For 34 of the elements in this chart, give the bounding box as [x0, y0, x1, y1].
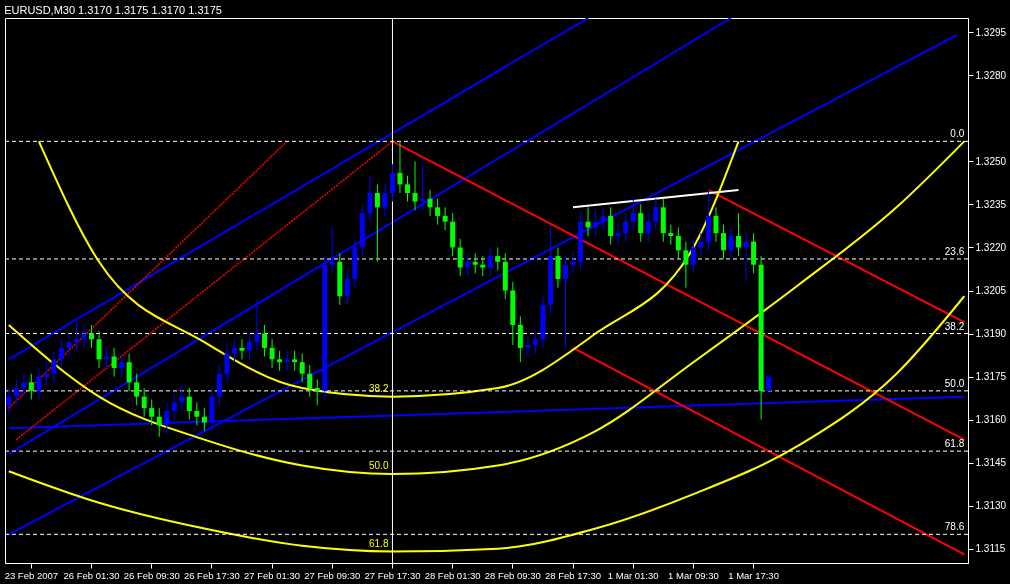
x-tick-label: 23 Feb 2007: [4, 569, 59, 581]
x-tick-label: 27 Feb 17:30: [364, 569, 421, 581]
y-tick-label: 1.3205: [975, 285, 1007, 296]
y-tick-label: 1.3280: [975, 69, 1007, 81]
x-tick-label: 28 Feb 09:30: [484, 569, 541, 581]
x-tick-label: 26 Feb 17:30: [183, 569, 240, 581]
annotation: 50.0: [944, 377, 965, 389]
y-tick-label: 1.3235: [975, 198, 1007, 210]
y-tick-label: 1.3190: [975, 328, 1007, 340]
x-tick-label: 26 Feb 09:30: [123, 569, 180, 581]
y-tick-label: 1.3145: [975, 457, 1007, 469]
x-tick-label: 28 Feb 01:30: [424, 569, 481, 581]
y-tick-label: 1.3115: [975, 543, 1006, 555]
y-tick-label: 1.3250: [975, 155, 1007, 167]
x-tick-label: 27 Feb 09:30: [304, 569, 361, 581]
y-tick-label: 1.3130: [975, 500, 1007, 512]
y-tick-label: 1.3295: [975, 26, 1007, 38]
annotation: 38.2: [944, 320, 965, 332]
y-tick-label: 1.3220: [975, 241, 1007, 253]
y-tick-label: 1.3160: [975, 414, 1007, 426]
annotation: 0.0: [950, 128, 965, 140]
x-tick-label: 1 Mar 09:30: [668, 569, 719, 581]
annotation: 61.8: [368, 537, 389, 549]
annotation: 78.6: [944, 521, 965, 533]
x-tick-label: 1 Mar 01:30: [607, 569, 659, 581]
x-tick-label: 28 Feb 17:30: [545, 569, 602, 581]
annotation: 23.6: [944, 245, 965, 257]
annotation: 61.8: [944, 438, 965, 450]
x-tick-label: 27 Feb 01:30: [244, 569, 301, 581]
x-tick-label: 1 Mar 17:30: [728, 569, 779, 581]
y-tick-label: 1.3175: [975, 371, 1007, 383]
annotation: 50.0: [368, 460, 389, 472]
x-tick-label: 26 Feb 01:30: [63, 569, 120, 581]
chart-title: EURUSD,M30 1.3170 1.3175 1.3170 1.3175: [4, 3, 222, 16]
